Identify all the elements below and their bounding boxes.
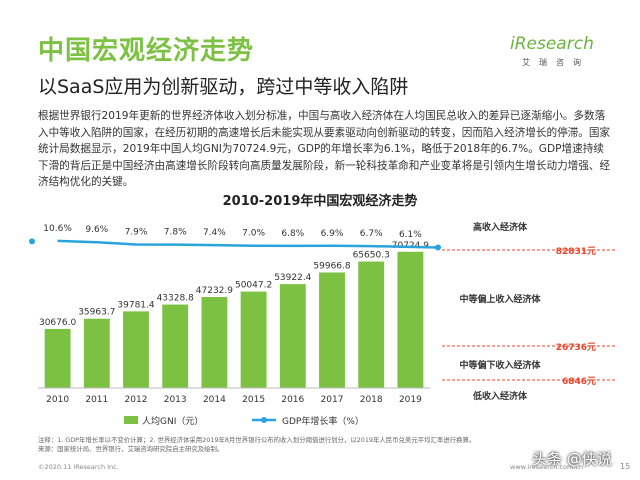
iresearch-logo: iResearch 艾瑞咨询 <box>510 34 620 72</box>
gdp-growth-label: 9.6% <box>85 225 108 235</box>
gni-bar <box>201 297 228 388</box>
x-tick-label: 2018 <box>360 395 383 405</box>
gdp-growth-label: 6.1% <box>399 230 422 240</box>
threshold-label: 26736元 <box>556 342 596 353</box>
website: www.iresearch.com.cn <box>510 463 584 471</box>
gni-bar <box>123 311 149 388</box>
gdp-growth-label: 7.9% <box>125 227 148 237</box>
x-tick-label: 2015 <box>242 395 265 405</box>
gni-value-label: 30676.0 <box>39 318 76 328</box>
gni-bar <box>83 318 110 388</box>
logo-wordmark: iResearch <box>510 34 594 54</box>
gdp-growth-label: 10.6% <box>43 224 72 234</box>
gni-value-label: 43328.8 <box>157 294 194 304</box>
gni-value-label: 50047.2 <box>235 281 272 291</box>
x-tick-label: 2011 <box>85 395 108 405</box>
gni-value-label: 59966.8 <box>313 261 350 271</box>
gni-value-label: 39781.4 <box>117 300 154 310</box>
gni-value-label: 65650.3 <box>353 251 390 261</box>
chart-notes: 注释：1. GDP年增长率以不变价计算；2. 世界经济体采用2019年8月世界银… <box>38 436 598 454</box>
watermark: 头条 @侠说 <box>532 450 612 468</box>
gdp-line-start-point <box>29 238 35 245</box>
gdp-growth-line <box>57 239 439 249</box>
threshold-label: 82831元 <box>556 246 596 257</box>
gni-bar <box>358 261 385 388</box>
x-tick-label: 2014 <box>203 395 226 405</box>
legend-bar-swatch <box>124 416 138 424</box>
income-band-label: 中等偏下收入经济体 <box>459 359 541 371</box>
threshold-label: 6846元 <box>562 376 596 387</box>
legend-line-label: GDP年增长率（%） <box>282 415 364 427</box>
gdp-growth-label: 6.9% <box>321 229 344 239</box>
x-tick-label: 2019 <box>399 395 422 405</box>
body-paragraph: 根据世界银行2019年更新的世界经济体收入划分标准，中国与高收入经济体在人均国民… <box>38 110 611 189</box>
copyright: ©2020.11 iResearch Inc. <box>38 463 119 471</box>
gni-value-label: 35963.7 <box>78 308 115 318</box>
x-tick-label: 2010 <box>46 395 69 405</box>
source-line: 来源：国家统计局、世界银行，艾瑞咨询研究院自主研究及绘制。 <box>38 445 224 453</box>
legend-line-marker <box>261 417 267 423</box>
gni-bar <box>44 328 71 388</box>
gdp-growth-label: 6.8% <box>281 229 304 239</box>
page-title: 中国宏观经济走势 <box>38 36 255 66</box>
gni-value-label: 47232.9 <box>196 286 233 296</box>
logo-chinese: 艾瑞咨询 <box>522 58 590 67</box>
gdp-growth-label: 6.7% <box>360 229 383 239</box>
x-tick-label: 2017 <box>321 395 344 405</box>
chart-title: 2010-2019年中国宏观经济走势 <box>222 194 418 209</box>
page-subtitle: 以SaaS应用为创新驱动，跨过中等收入陷阱 <box>38 76 409 98</box>
income-band-label: 低收入经济体 <box>472 390 528 402</box>
gni-bar <box>397 251 424 388</box>
gni-bar <box>319 272 345 388</box>
legend-bar-label: 人均GNI（元） <box>142 415 203 427</box>
gni-bar <box>240 291 267 388</box>
gdp-growth-label: 7.8% <box>164 228 187 238</box>
income-band-label: 中等偏上收入经济体 <box>459 293 541 305</box>
gdp-growth-label: 7.4% <box>203 228 226 238</box>
x-tick-label: 2016 <box>281 395 304 405</box>
gdp-growth-label: 7.0% <box>242 229 265 239</box>
gni-bar <box>162 304 189 388</box>
x-tick-label: 2012 <box>125 395 148 405</box>
x-tick-label: 2013 <box>164 395 187 405</box>
gni-bar <box>279 284 306 388</box>
gdp-line-end-point <box>435 244 441 251</box>
income-band-label: 高收入经济体 <box>473 221 528 233</box>
gni-value-label: 53922.4 <box>274 273 311 283</box>
note-line: 注释：1. GDP年增长率以不变价计算；2. 世界经济体采用2019年8月世界银… <box>38 436 476 444</box>
page-number: 15 <box>620 462 631 471</box>
